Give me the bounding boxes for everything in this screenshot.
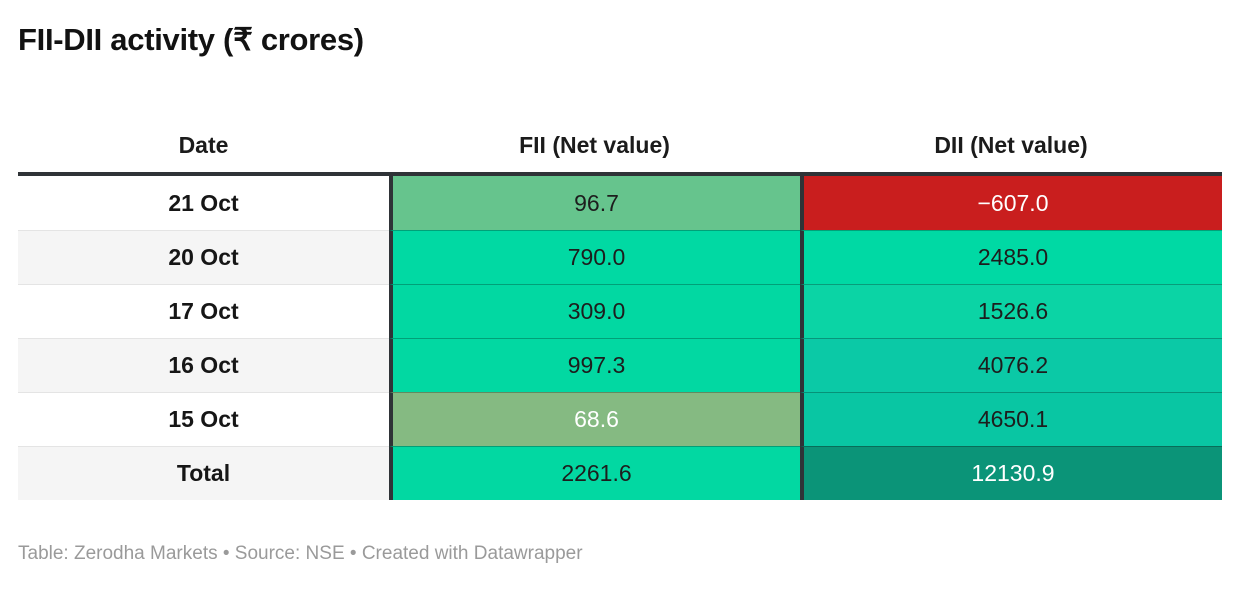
table-row-total: Total 2261.6 12130.9 <box>18 446 1222 500</box>
fii-cell: 96.7 <box>389 176 800 230</box>
table-row: 15 Oct 68.6 4650.1 <box>18 392 1222 446</box>
dii-cell: 12130.9 <box>800 446 1222 500</box>
date-cell: Total <box>18 446 389 500</box>
table-header-row: Date FII (Net value) DII (Net value) <box>18 118 1222 176</box>
date-cell: 21 Oct <box>18 176 389 230</box>
date-cell: 17 Oct <box>18 284 389 338</box>
dii-cell: 2485.0 <box>800 230 1222 284</box>
column-header-fii: FII (Net value) <box>519 131 670 158</box>
dii-cell: 1526.6 <box>800 284 1222 338</box>
fii-cell: 2261.6 <box>389 446 800 500</box>
fii-cell: 997.3 <box>389 338 800 392</box>
fii-cell: 790.0 <box>389 230 800 284</box>
column-header-dii: DII (Net value) <box>934 131 1088 158</box>
dii-cell: 4076.2 <box>800 338 1222 392</box>
table-row: 16 Oct 997.3 4076.2 <box>18 338 1222 392</box>
date-cell: 16 Oct <box>18 338 389 392</box>
dii-cell: −607.0 <box>800 176 1222 230</box>
date-cell: 20 Oct <box>18 230 389 284</box>
attribution-footer: Table: Zerodha Markets • Source: NSE • C… <box>18 543 583 564</box>
dii-cell: 4650.1 <box>800 392 1222 446</box>
datawrapper-table-page: FII-DII activity (₹ crores) Date FII (Ne… <box>18 22 1222 564</box>
date-cell: 15 Oct <box>18 392 389 446</box>
table-row: 17 Oct 309.0 1526.6 <box>18 284 1222 338</box>
table-row: 20 Oct 790.0 2485.0 <box>18 230 1222 284</box>
column-header-date: Date <box>178 131 229 158</box>
fii-cell: 309.0 <box>389 284 800 338</box>
fii-dii-table: Date FII (Net value) DII (Net value) 21 … <box>18 118 1222 500</box>
page-title: FII-DII activity (₹ crores) <box>18 22 364 57</box>
fii-cell: 68.6 <box>389 392 800 446</box>
table-row: 21 Oct 96.7 −607.0 <box>18 176 1222 230</box>
